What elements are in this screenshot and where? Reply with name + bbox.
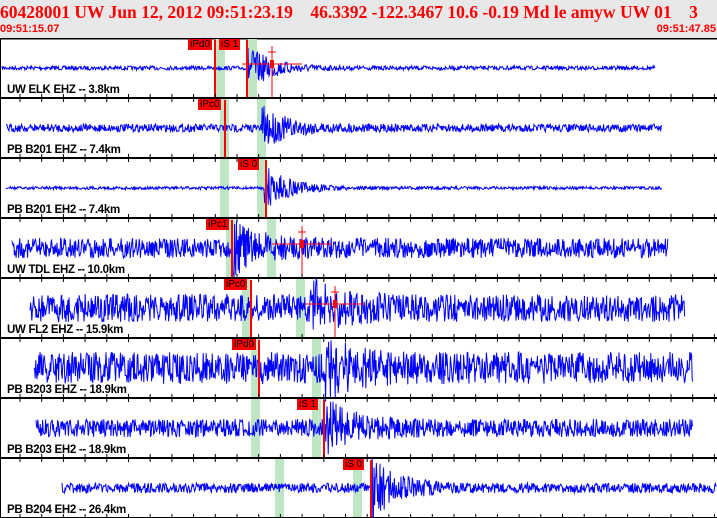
channel-label: PB B201 EHZ -- 7.4km xyxy=(7,144,121,156)
pick-label[interactable]: iPc0 xyxy=(224,279,248,290)
waveform-trace xyxy=(5,106,663,144)
pick-label[interactable]: iS 0 xyxy=(343,459,365,470)
pick-label[interactable]: iS 0 xyxy=(238,159,260,170)
pick-window xyxy=(312,399,321,458)
event-header: 60428001 UW Jun 12, 2012 09:51:23.19 46.… xyxy=(0,0,717,38)
channel-label: PB B203 EH2 -- 18.9km xyxy=(7,444,126,456)
event-title: 60428001 UW Jun 12, 2012 09:51:23.19 46.… xyxy=(0,2,698,22)
waveform-trace xyxy=(61,458,717,518)
pick-label[interactable]: iPc1 xyxy=(206,219,230,230)
pick-label[interactable]: iS 1 xyxy=(297,399,319,410)
waveform-trace xyxy=(11,220,669,278)
waveform-trace xyxy=(29,277,686,330)
waveform-trace xyxy=(1,47,656,82)
pick-window xyxy=(248,39,257,98)
pick-label[interactable]: iPc0 xyxy=(198,99,222,110)
waveform-trace xyxy=(33,340,694,402)
seismogram-panel[interactable] xyxy=(0,38,717,518)
channel-label: UW TDL EHZ -- 10.0km xyxy=(7,264,125,276)
waveform-trace xyxy=(35,401,693,455)
pick-window xyxy=(226,219,235,278)
channel-label: PB B204 EH2 -- 26.4km xyxy=(7,504,126,516)
pick-label[interactable]: iPd0 xyxy=(188,39,213,50)
end-time: 09:51:47.85 xyxy=(656,23,716,35)
channel-label: PB B201 EH2 -- 7.4km xyxy=(7,204,120,216)
channel-label: UW FL2 EHZ -- 15.9km xyxy=(7,324,124,336)
channel-label: PB B203 EHZ -- 18.9km xyxy=(7,384,127,396)
channel-label: UW ELK EHZ -- 3.8km xyxy=(7,84,120,96)
start-time: 09:51:15.07 xyxy=(0,23,60,35)
pick-label[interactable]: iS 1 xyxy=(219,39,241,50)
waveform-trace xyxy=(5,167,663,206)
pick-label[interactable]: iPd0 xyxy=(232,339,257,350)
